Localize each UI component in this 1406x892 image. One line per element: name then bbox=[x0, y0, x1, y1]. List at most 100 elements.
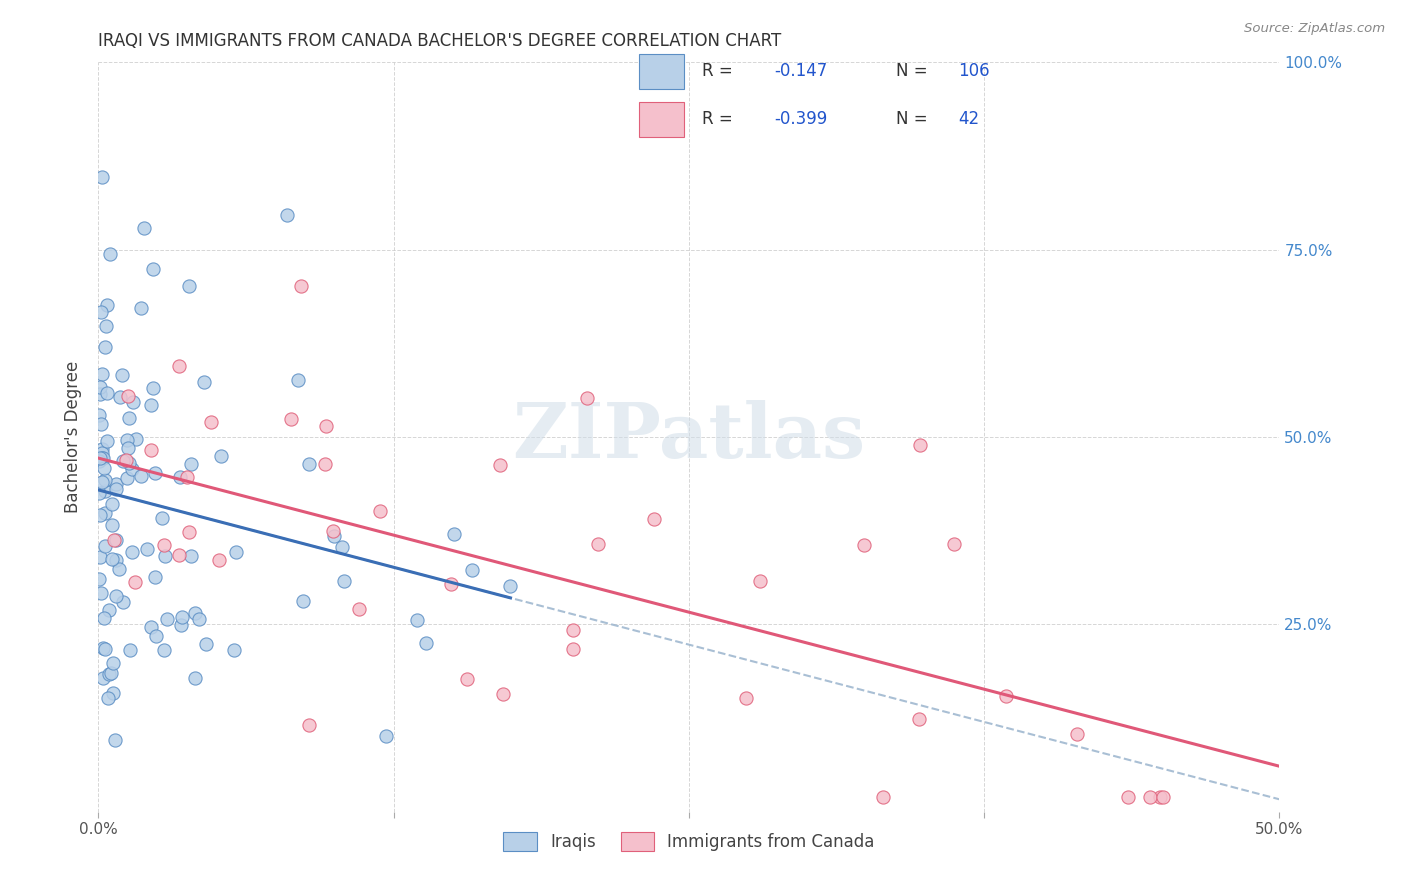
Point bbox=[115, 433, 138, 447]
Point bbox=[143, 466, 166, 480]
Point bbox=[169, 469, 191, 483]
Point bbox=[193, 375, 215, 389]
Point bbox=[101, 497, 124, 511]
Point bbox=[98, 602, 121, 616]
Point bbox=[89, 379, 111, 393]
Point bbox=[103, 657, 125, 671]
Point bbox=[87, 408, 110, 422]
Point bbox=[139, 443, 162, 458]
Text: -0.399: -0.399 bbox=[775, 111, 827, 128]
Point bbox=[96, 386, 118, 401]
Point bbox=[150, 511, 173, 525]
Point bbox=[872, 789, 894, 804]
Point bbox=[153, 643, 176, 657]
Point bbox=[91, 170, 114, 185]
Point bbox=[287, 373, 309, 387]
Point bbox=[562, 623, 585, 637]
Point bbox=[143, 570, 166, 584]
Point bbox=[406, 613, 429, 627]
Point bbox=[96, 434, 118, 449]
Text: 42: 42 bbox=[959, 111, 980, 128]
Point bbox=[103, 533, 125, 548]
Point bbox=[322, 524, 344, 538]
Point bbox=[96, 298, 118, 312]
Point bbox=[94, 473, 117, 487]
Point bbox=[995, 689, 1018, 703]
Point bbox=[90, 442, 112, 456]
Point bbox=[167, 359, 190, 373]
Point bbox=[135, 541, 157, 556]
Point bbox=[499, 579, 522, 593]
Point bbox=[643, 512, 665, 526]
Point bbox=[91, 450, 114, 465]
Point bbox=[118, 643, 141, 657]
Point bbox=[118, 456, 141, 470]
Text: N =: N = bbox=[896, 111, 932, 128]
Point bbox=[104, 733, 127, 747]
Point bbox=[184, 671, 207, 685]
Point bbox=[145, 629, 167, 643]
Point bbox=[90, 586, 112, 600]
Point bbox=[108, 562, 131, 576]
FancyBboxPatch shape bbox=[640, 102, 685, 137]
Point bbox=[330, 540, 353, 554]
FancyBboxPatch shape bbox=[640, 54, 685, 88]
Text: R =: R = bbox=[702, 111, 738, 128]
Point bbox=[443, 527, 465, 541]
Point bbox=[124, 574, 146, 589]
Point bbox=[440, 577, 463, 591]
Point bbox=[115, 453, 138, 467]
Point bbox=[188, 612, 211, 626]
Text: R =: R = bbox=[702, 62, 738, 80]
Point bbox=[103, 686, 125, 700]
Point bbox=[91, 451, 114, 466]
Point bbox=[89, 486, 111, 500]
Point bbox=[291, 594, 314, 608]
Point bbox=[290, 279, 312, 293]
Point bbox=[101, 517, 124, 532]
Point bbox=[323, 529, 346, 543]
Point bbox=[91, 446, 114, 460]
Point bbox=[100, 665, 122, 680]
Point bbox=[94, 539, 117, 553]
Text: 106: 106 bbox=[959, 62, 990, 80]
Point bbox=[87, 572, 110, 586]
Point bbox=[1066, 727, 1088, 741]
Point bbox=[90, 417, 112, 431]
Point bbox=[586, 537, 609, 551]
Point bbox=[156, 612, 179, 626]
Point bbox=[98, 666, 121, 681]
Point bbox=[415, 636, 437, 650]
Point bbox=[94, 318, 117, 333]
Point bbox=[943, 537, 966, 551]
Point bbox=[117, 441, 139, 455]
Point bbox=[89, 454, 111, 468]
Point bbox=[852, 539, 875, 553]
Point bbox=[172, 610, 194, 624]
Legend: Iraqis, Immigrants from Canada: Iraqis, Immigrants from Canada bbox=[495, 823, 883, 860]
Point bbox=[111, 368, 134, 382]
Point bbox=[91, 475, 114, 490]
Point bbox=[94, 484, 117, 499]
Point bbox=[489, 458, 512, 473]
Point bbox=[93, 642, 115, 657]
Point bbox=[347, 601, 370, 615]
Point bbox=[90, 367, 112, 381]
Point bbox=[492, 687, 515, 701]
Text: N =: N = bbox=[896, 62, 932, 80]
Point bbox=[89, 451, 111, 466]
Point bbox=[129, 469, 152, 483]
Point bbox=[122, 395, 145, 409]
Text: ZIPatlas: ZIPatlas bbox=[512, 401, 866, 474]
Point bbox=[104, 589, 127, 603]
Point bbox=[112, 595, 135, 609]
Point bbox=[105, 533, 128, 547]
Point bbox=[298, 458, 321, 472]
Point bbox=[1149, 789, 1171, 804]
Point bbox=[141, 398, 163, 412]
Point bbox=[91, 640, 114, 655]
Point bbox=[108, 390, 131, 404]
Point bbox=[167, 548, 190, 562]
Point bbox=[1139, 789, 1161, 804]
Point bbox=[121, 545, 143, 559]
